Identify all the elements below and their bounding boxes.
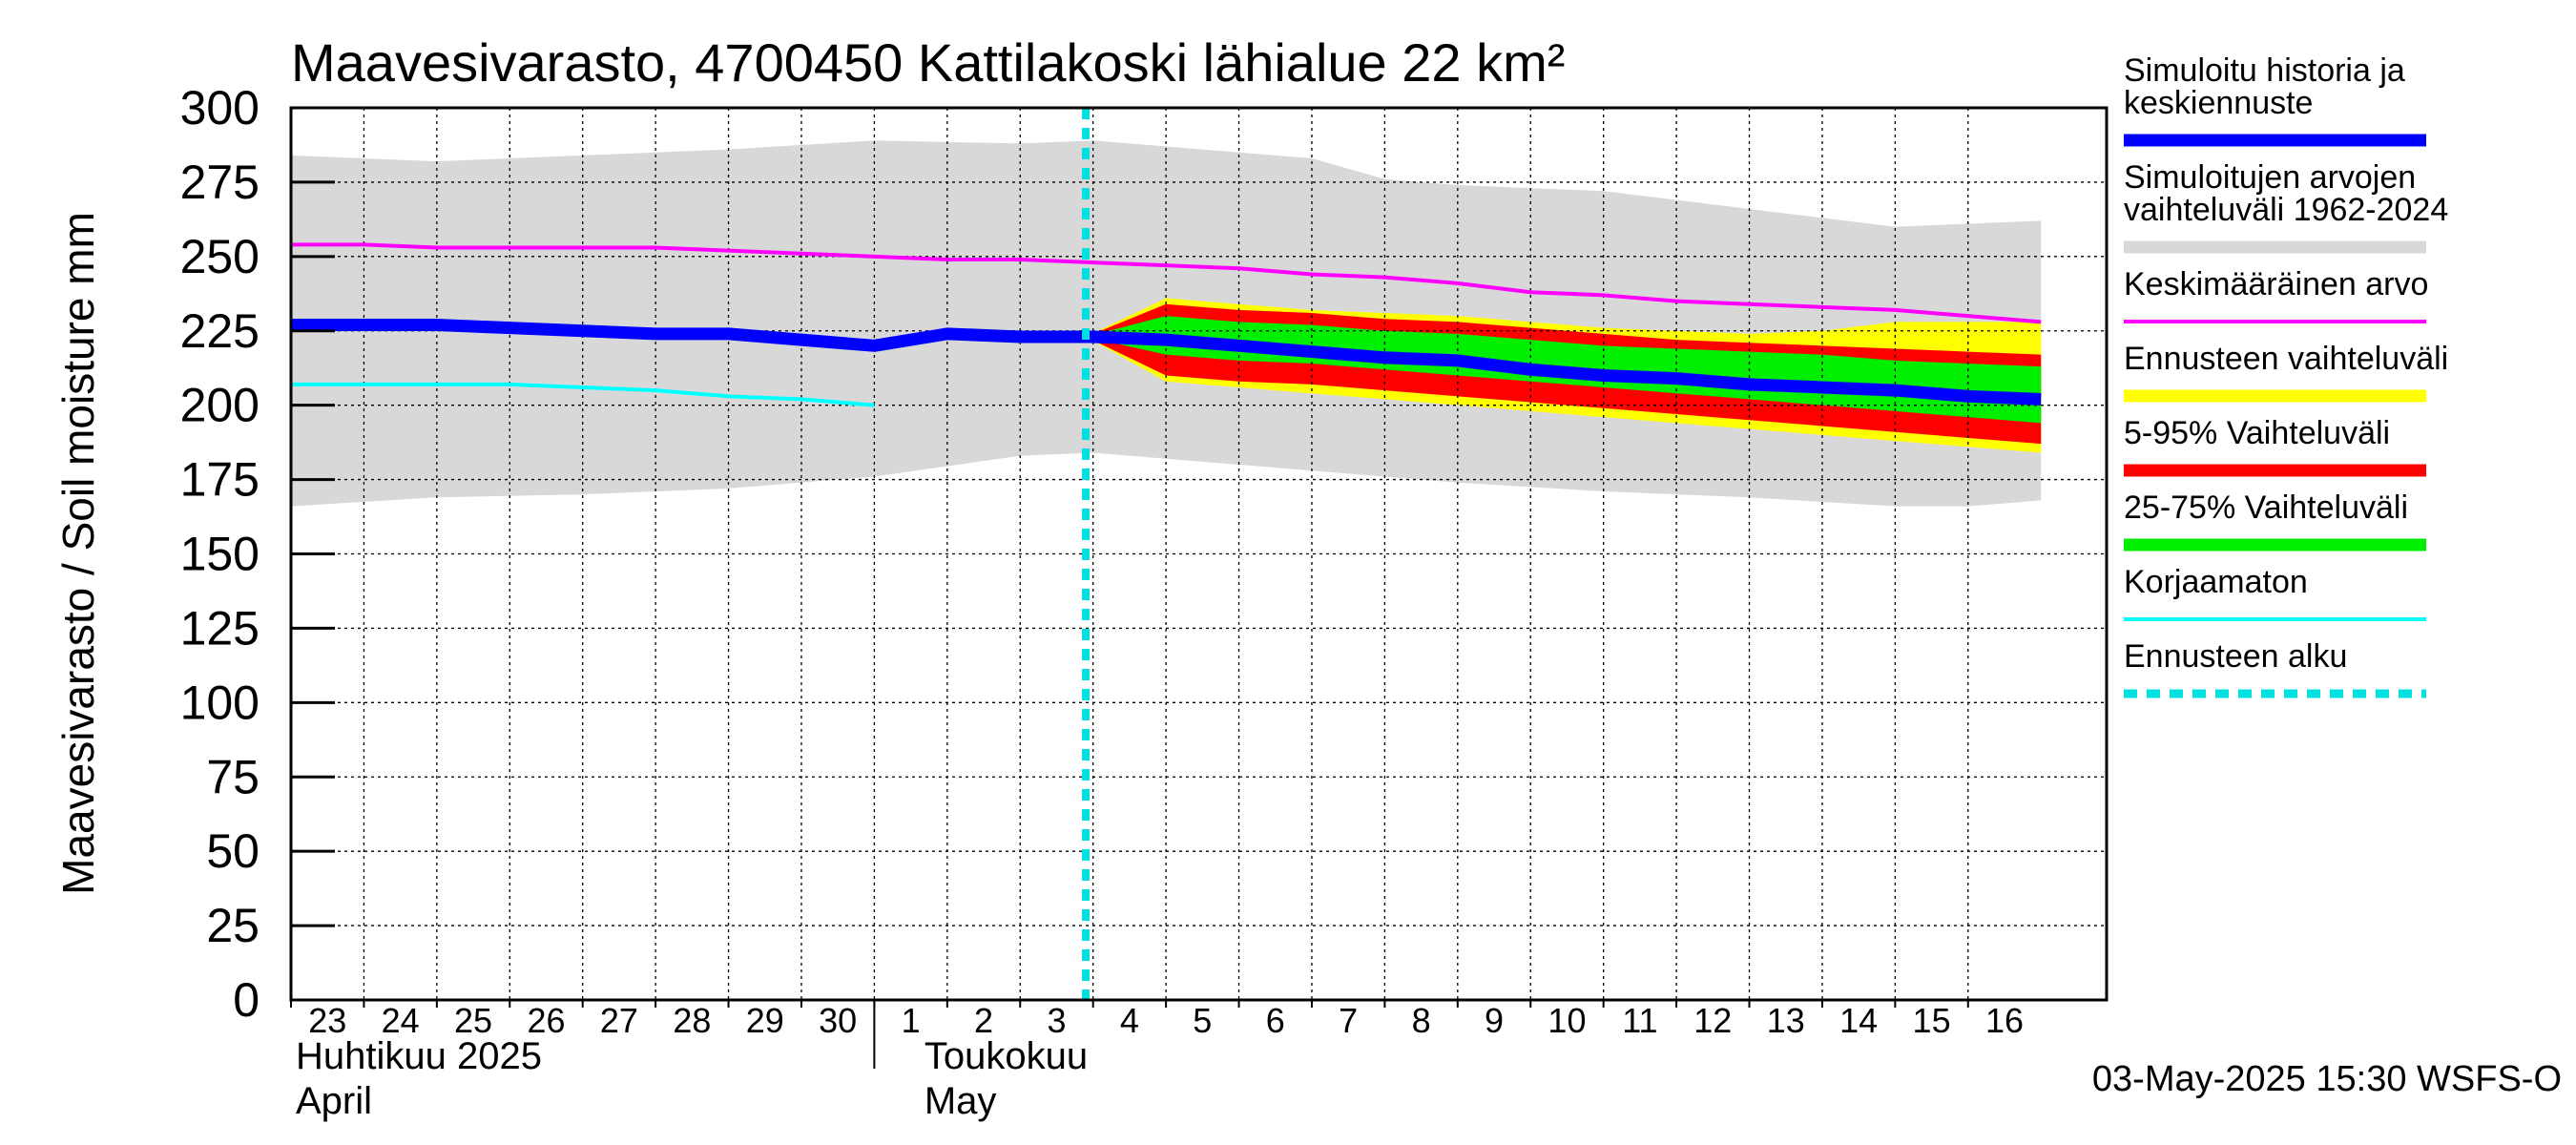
- month-label-en: April: [296, 1080, 372, 1122]
- mean-line: [291, 242, 2042, 324]
- x-tick-label: 10: [1548, 1001, 1586, 1040]
- x-tick-label: 24: [382, 1001, 420, 1040]
- legend-label: 25-75% Vaihteluväli: [2124, 489, 2408, 526]
- x-tick-label: 13: [1767, 1001, 1805, 1040]
- y-tick-label: 25: [206, 899, 260, 952]
- x-tick-label: 28: [673, 1001, 711, 1040]
- legend-label: 5-95% Vaihteluväli: [2124, 415, 2390, 451]
- x-tick-label: 2: [974, 1001, 993, 1040]
- y-tick-label: 150: [180, 528, 260, 581]
- chart-title: Maavesivarasto, 4700450 Kattilakoski läh…: [291, 32, 1565, 93]
- y-tick-label: 200: [180, 379, 260, 432]
- x-tick-label: 23: [308, 1001, 346, 1040]
- y-tick-label: 0: [233, 973, 260, 1027]
- month-label: Huhtikuu 2025: [296, 1035, 542, 1077]
- x-tick-label: 27: [600, 1001, 638, 1040]
- y-axis-label: Maavesivarasto / Soil moisture mm: [53, 212, 103, 895]
- x-tick-label: 6: [1266, 1001, 1285, 1040]
- y-tick-label: 250: [180, 230, 260, 283]
- x-tick-label: 30: [819, 1001, 857, 1040]
- y-tick-label: 175: [180, 453, 260, 507]
- legend-label: Simuloitujen arvojen: [2124, 159, 2416, 196]
- x-tick-label: 4: [1120, 1001, 1139, 1040]
- x-tick-label: 16: [1985, 1001, 2024, 1040]
- y-tick-label: 50: [206, 824, 260, 878]
- x-tick-label: 8: [1412, 1001, 1431, 1040]
- x-tick-label: 1: [902, 1001, 921, 1040]
- legend-label: Simuloitu historia ja: [2124, 52, 2405, 89]
- x-tick-label: 3: [1047, 1001, 1066, 1040]
- uncorrected-line: [291, 382, 875, 407]
- month-label: Toukokuu: [924, 1035, 1088, 1077]
- plot-lines: [291, 108, 2042, 1000]
- y-tick-label: 100: [180, 676, 260, 729]
- legend-label: Keskimääräinen arvo: [2124, 266, 2428, 302]
- x-tick-label: 29: [746, 1001, 784, 1040]
- x-tick-label: 12: [1693, 1001, 1732, 1040]
- x-tick-label: 26: [527, 1001, 565, 1040]
- x-tick-label: 5: [1193, 1001, 1212, 1040]
- x-tick-label: 25: [454, 1001, 492, 1040]
- x-tick-label: 14: [1839, 1001, 1878, 1040]
- month-label-en: May: [924, 1080, 997, 1122]
- legend-label: Ennusteen alku: [2124, 638, 2347, 675]
- simulated-line: [291, 319, 2042, 406]
- x-tick-label: 7: [1339, 1001, 1358, 1040]
- x-tick-label: 11: [1622, 1001, 1657, 1040]
- x-tick-label: 15: [1913, 1001, 1951, 1040]
- y-tick-label: 75: [206, 750, 260, 803]
- legend-label: Korjaamaton: [2124, 564, 2308, 600]
- legend-label: keskiennuste: [2124, 85, 2313, 121]
- y-tick-label: 300: [180, 81, 260, 135]
- x-tick-label: 9: [1485, 1001, 1504, 1040]
- y-tick-label: 225: [180, 304, 260, 358]
- y-tick-label: 125: [180, 601, 260, 655]
- legend-label: Ennusteen vaihteluväli: [2124, 341, 2448, 377]
- legend-label: vaihteluväli 1962-2024: [2124, 192, 2448, 228]
- y-tick-label: 275: [180, 156, 260, 209]
- footer-timestamp: 03-May-2025 15:30 WSFS-O: [2092, 1059, 2562, 1099]
